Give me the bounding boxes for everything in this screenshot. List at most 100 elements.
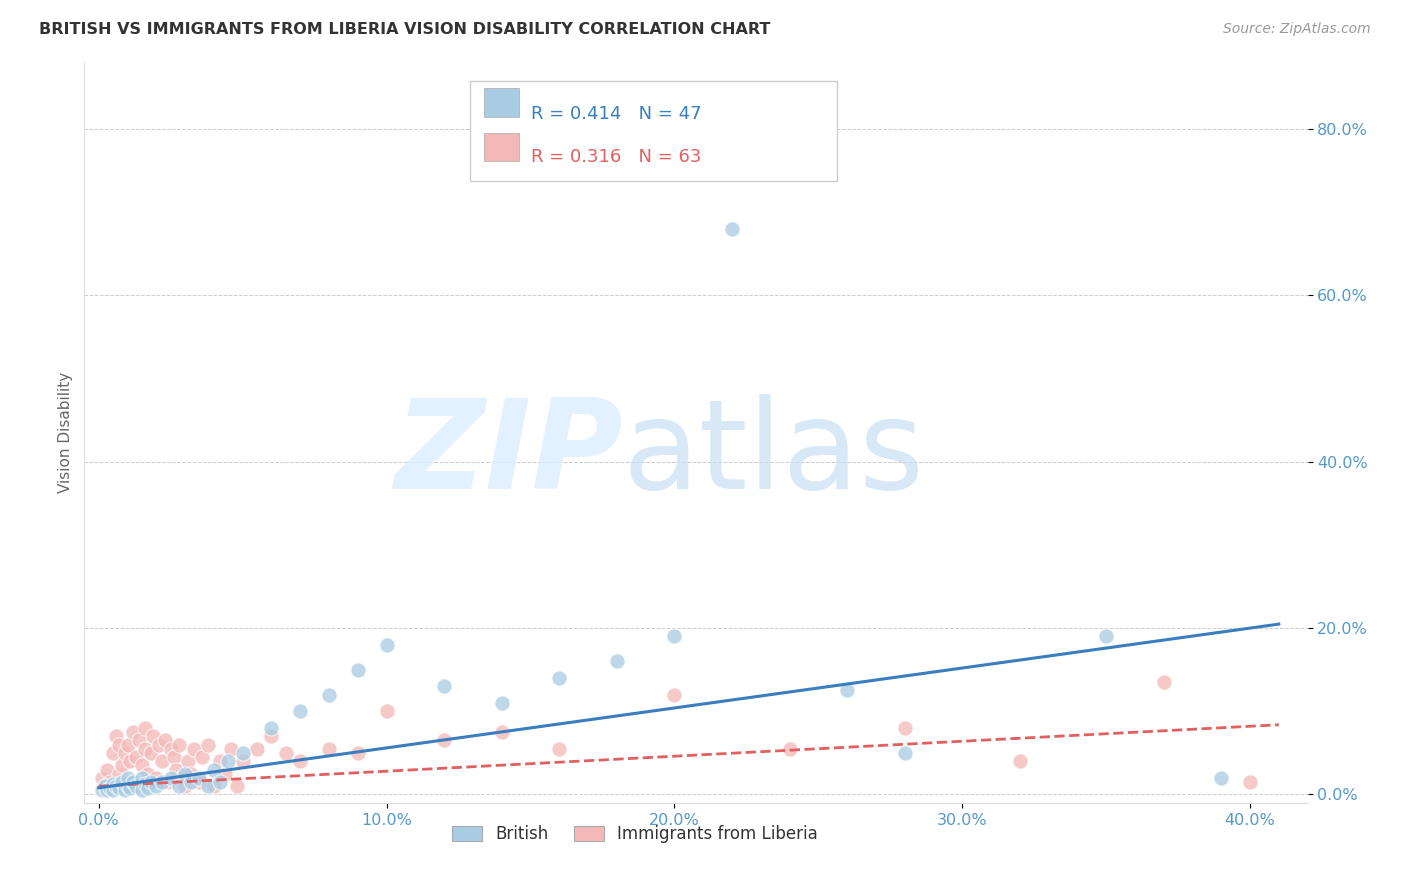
Point <box>779 741 801 756</box>
Point <box>131 783 153 797</box>
Point <box>433 679 456 693</box>
Point <box>274 746 297 760</box>
Point <box>290 754 312 768</box>
Point <box>1211 771 1233 785</box>
Point <box>98 775 121 789</box>
Point <box>114 746 136 760</box>
Point <box>491 696 513 710</box>
Point <box>134 777 156 791</box>
Point <box>290 704 312 718</box>
Point <box>225 779 247 793</box>
Point <box>260 729 283 743</box>
Point <box>117 775 139 789</box>
Point <box>1239 775 1261 789</box>
Point <box>1008 754 1031 768</box>
Point <box>491 725 513 739</box>
Point <box>150 775 173 789</box>
Point <box>101 746 124 760</box>
Point <box>90 783 112 797</box>
Point <box>191 750 214 764</box>
Point <box>260 721 283 735</box>
FancyBboxPatch shape <box>484 133 519 161</box>
Text: ZIP: ZIP <box>394 394 623 516</box>
Point <box>893 746 915 760</box>
Point <box>318 688 340 702</box>
Point <box>169 779 191 793</box>
Point <box>150 754 173 768</box>
Point <box>108 738 131 752</box>
Point <box>180 766 202 780</box>
Point <box>208 775 231 789</box>
Point <box>120 780 142 795</box>
Point <box>433 733 456 747</box>
Point <box>105 779 128 793</box>
Point <box>188 771 211 785</box>
Point <box>117 779 139 793</box>
Point <box>148 738 170 752</box>
Point <box>117 771 139 785</box>
Point <box>217 754 239 768</box>
Point <box>125 779 148 793</box>
Point <box>202 763 225 777</box>
Point <box>219 741 242 756</box>
Point <box>346 663 368 677</box>
Point <box>128 733 150 747</box>
Point <box>139 746 162 760</box>
Point <box>136 780 159 795</box>
Point <box>142 729 165 743</box>
Point <box>721 222 744 236</box>
Point <box>134 741 156 756</box>
Point <box>108 766 131 780</box>
FancyBboxPatch shape <box>484 88 519 117</box>
Point <box>131 758 153 772</box>
Point <box>172 771 194 785</box>
Point <box>188 775 211 789</box>
Point <box>318 741 340 756</box>
Point <box>122 775 145 789</box>
Point <box>122 779 145 793</box>
Point <box>101 777 124 791</box>
Point <box>134 721 156 735</box>
Point <box>162 750 184 764</box>
Point <box>174 779 197 793</box>
Point <box>835 683 858 698</box>
Point <box>117 738 139 752</box>
Legend: British, Immigrants from Liberia: British, Immigrants from Liberia <box>446 819 824 850</box>
Point <box>139 775 162 789</box>
Point <box>108 780 131 795</box>
Point <box>136 766 159 780</box>
Text: atlas: atlas <box>623 394 925 516</box>
Point <box>664 688 686 702</box>
Point <box>1095 629 1118 643</box>
Point <box>169 738 191 752</box>
Point <box>197 779 219 793</box>
Point <box>208 754 231 768</box>
Point <box>101 783 124 797</box>
Point <box>120 754 142 768</box>
Point <box>159 771 181 785</box>
Text: Source: ZipAtlas.com: Source: ZipAtlas.com <box>1223 22 1371 37</box>
Point <box>125 750 148 764</box>
Point <box>98 780 121 795</box>
Point <box>1153 675 1175 690</box>
Point <box>375 704 398 718</box>
Point <box>893 721 915 735</box>
Point <box>664 629 686 643</box>
Point <box>548 741 571 756</box>
Text: R = 0.414   N = 47: R = 0.414 N = 47 <box>531 104 702 122</box>
Point <box>93 779 115 793</box>
Point <box>105 779 128 793</box>
Point <box>114 783 136 797</box>
Point <box>246 741 269 756</box>
Point <box>153 733 176 747</box>
Point <box>156 775 179 789</box>
Point <box>96 763 118 777</box>
Point <box>232 746 254 760</box>
Point <box>346 746 368 760</box>
Point <box>548 671 571 685</box>
Point <box>145 779 167 793</box>
Point <box>122 725 145 739</box>
Point <box>90 771 112 785</box>
Point <box>180 775 202 789</box>
Point <box>96 783 118 797</box>
